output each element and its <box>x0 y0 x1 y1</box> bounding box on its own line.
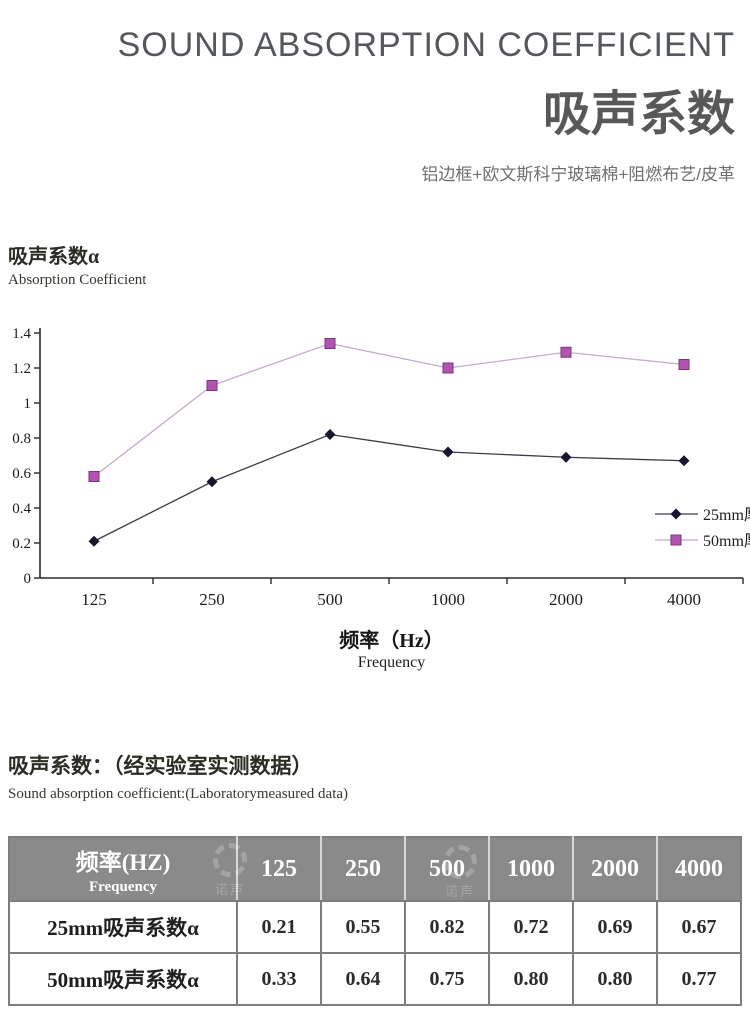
legend-0-diamond-marker <box>670 508 682 520</box>
table-head: 频率(HZ) Frequency 125 250 500 1000 2000 4000 <box>8 836 742 902</box>
x-tick-label: 250 <box>199 590 225 609</box>
page-subtitle: 铝边框+欧文斯科宁玻璃棉+阻燃布艺/皮革 <box>421 165 735 184</box>
x-tick-label: 125 <box>81 590 107 609</box>
series-0-line <box>93 433 685 542</box>
legend-1-square-marker <box>670 534 682 546</box>
series-1-square-marker <box>560 346 572 358</box>
absorption-data-table: 频率(HZ) Frequency 125 250 500 1000 2000 4000 25m… <box>8 836 742 1006</box>
x-tick-label: 1000 <box>431 590 465 609</box>
y-tick-label: 1.4 <box>12 326 31 342</box>
table-cell: 0.82 <box>404 900 490 954</box>
series-1-square-marker <box>442 362 454 374</box>
table-header-freq-125: 125 <box>236 836 322 902</box>
series-0-diamond-marker <box>560 451 572 463</box>
table-heading-en: Sound absorption coefficient:(Laboratory… <box>8 786 349 802</box>
y-tick-label: 0.6 <box>12 466 31 482</box>
series-0-diamond-marker <box>678 455 690 467</box>
table-cell: 0.80 <box>572 952 658 1006</box>
table-header-freq-1000: 1000 <box>488 836 574 902</box>
table-header-frequency-zh: 频率(HZ) <box>75 849 171 875</box>
table-header-freq-500: 500 <box>404 836 490 902</box>
series-0-diamond-marker <box>206 476 218 488</box>
table-cell: 0.77 <box>656 952 742 1006</box>
series-1-square-marker <box>206 380 218 391</box>
table-cell: 0.33 <box>236 952 322 1006</box>
y-tick-label: 1 <box>24 396 32 412</box>
table-cell: 0.21 <box>236 900 322 954</box>
table-row: 25mm吸声系数α 0.21 0.55 0.82 0.72 0.69 0.67 <box>8 900 742 954</box>
table-cell: 0.67 <box>656 900 742 954</box>
legend-label-0: 25mm厚 <box>703 507 750 524</box>
x-tick-label: 500 <box>317 590 343 609</box>
table-cell: 0.80 <box>488 952 574 1006</box>
table-header-frequency: 频率(HZ) Frequency <box>8 836 238 902</box>
y-tick-label: 0.8 <box>12 431 31 447</box>
table-section-heading: 吸声系数：（经实验室实测数据） Sound absorption coeffic… <box>8 750 348 803</box>
table-header-freq-250: 250 <box>320 836 406 902</box>
table-row-label: 50mm吸声系数α <box>8 952 238 1006</box>
series-0-diamond-marker <box>88 535 100 547</box>
chart-y-axis-title: 吸声系数α Absorption Coefficient <box>8 240 146 289</box>
table-cell: 0.72 <box>488 900 574 954</box>
table-row-label: 25mm吸声系数α <box>8 900 238 954</box>
x-tick-label: 4000 <box>667 590 701 609</box>
y-tick-label: 0.2 <box>12 536 31 552</box>
chart-x-title-zh: 频率（Hz） <box>339 630 444 652</box>
series-0-diamond-marker <box>442 446 454 458</box>
table-header-frequency-en: Frequency <box>88 878 158 895</box>
chart-y-title-en: Absorption Coefficient <box>8 272 147 288</box>
chart-y-title-zh: 吸声系数α <box>8 246 100 268</box>
table-cell: 0.69 <box>572 900 658 954</box>
page-title-zh: 吸声系数 <box>542 88 735 141</box>
series-0-diamond-marker <box>324 429 336 440</box>
chart-x-axis-title: 频率（Hz） Frequency <box>40 624 743 672</box>
table-header-freq-2000: 2000 <box>572 836 658 902</box>
table-heading-zh: 吸声系数：（经实验室实测数据） <box>8 754 313 778</box>
table-body: 25mm吸声系数α 0.21 0.55 0.82 0.72 0.69 0.67 50mm吸声系… <box>8 900 742 1006</box>
x-tick-label: 2000 <box>549 590 583 609</box>
page-title-en: SOUND ABSORPTION COEFFICIENT <box>117 26 735 64</box>
table-cell: 0.75 <box>404 952 490 1006</box>
y-tick-label: 0.4 <box>12 501 31 517</box>
series-1-square-marker <box>678 359 690 370</box>
table-cell: 0.64 <box>320 952 406 1006</box>
table-cell: 0.55 <box>320 900 406 954</box>
table-header-freq-4000: 4000 <box>656 836 742 902</box>
table-header-row: 频率(HZ) Frequency 125 250 500 1000 2000 4000 <box>8 836 742 902</box>
y-tick-label: 0 <box>24 571 32 587</box>
series-1-square-marker <box>324 338 336 349</box>
series-1-line <box>93 342 685 478</box>
chart-x-title-en: Frequency <box>357 654 426 671</box>
legend-label-1: 50mm厚 <box>703 533 750 550</box>
absorption-line-chart: 0 0.2 0.4 0.6 0.8 1 1.2 1.4 125 250 500 1000 2000 400… <box>12 326 750 609</box>
series-1-square-marker <box>88 471 100 482</box>
y-tick-label: 1.2 <box>12 361 31 377</box>
table-row: 50mm吸声系数α 0.33 0.64 0.75 0.80 0.80 0.77 <box>8 952 742 1006</box>
